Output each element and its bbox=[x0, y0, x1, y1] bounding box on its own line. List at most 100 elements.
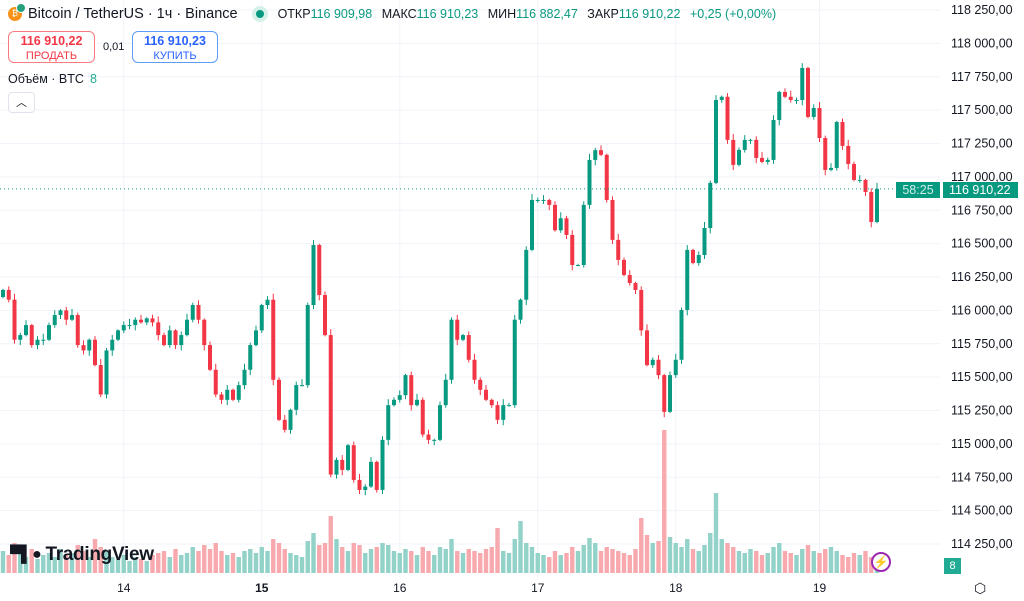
candle-body bbox=[817, 107, 822, 139]
symbol-header[interactable]: ₿ Bitcoin / TetherUS · 1ч · Binance ОТКР… bbox=[8, 3, 782, 22]
price-axis[interactable]: 118 250,00 118 000,00 117 750,00 117 500,00… bbox=[951, 3, 1013, 551]
candle-body bbox=[208, 345, 212, 370]
candle-body bbox=[593, 150, 598, 160]
volume-bar bbox=[593, 543, 598, 573]
candle-body bbox=[98, 365, 103, 395]
volume-bar bbox=[575, 551, 581, 573]
candle-body bbox=[748, 139, 753, 141]
volume-bar bbox=[317, 545, 322, 573]
candle-body bbox=[300, 385, 304, 387]
candle-body bbox=[173, 330, 178, 346]
buy-button[interactable]: 116 910,23 КУПИТЬ bbox=[132, 31, 218, 63]
sell-button[interactable]: 116 910,22 ПРОДАТЬ bbox=[8, 31, 95, 63]
volume-bar bbox=[104, 551, 109, 573]
volume-bar bbox=[340, 547, 345, 573]
symbol-title[interactable]: Bitcoin / TetherUS · 1ч · Binance bbox=[28, 6, 238, 22]
candle-body bbox=[581, 204, 586, 265]
volume-bar bbox=[633, 549, 638, 573]
lightning-icon[interactable]: ⚡ bbox=[871, 552, 891, 572]
volume-bar bbox=[397, 553, 402, 573]
low-label: МИН bbox=[487, 7, 517, 21]
candle-body bbox=[420, 399, 425, 435]
candle-body bbox=[363, 486, 368, 490]
candle-body bbox=[432, 439, 437, 441]
bitcoin-icon: ₿ bbox=[8, 3, 26, 21]
candle-body bbox=[800, 67, 805, 100]
candle-body bbox=[794, 99, 799, 101]
volume-bar bbox=[800, 549, 805, 573]
candle-body bbox=[875, 188, 879, 222]
volume-bar bbox=[23, 557, 29, 573]
time-tick-label: 16 bbox=[393, 581, 407, 595]
close-label: ЗАКР bbox=[587, 7, 619, 21]
chevron-up-icon: ︿ bbox=[16, 97, 27, 109]
volume-bar bbox=[713, 493, 719, 573]
volume-bar bbox=[817, 553, 822, 573]
candle-body bbox=[840, 122, 845, 146]
candle-body bbox=[737, 149, 741, 165]
candle-body bbox=[340, 459, 345, 470]
time-axis[interactable]: 14 15 16 17 18 19 bbox=[117, 581, 826, 595]
candle-body bbox=[81, 345, 86, 351]
volume-bar bbox=[460, 553, 466, 573]
volume-bar bbox=[386, 545, 391, 573]
candle-body bbox=[127, 325, 132, 327]
settings-icon[interactable]: ⬡ bbox=[974, 580, 987, 596]
candle-body bbox=[265, 299, 270, 306]
candle-body bbox=[386, 405, 391, 440]
candle-body bbox=[783, 91, 787, 97]
change-value: +0,25 (+0,00%) bbox=[689, 7, 777, 21]
collapse-legend-button[interactable]: ︿ bbox=[8, 92, 35, 113]
market-status-icon[interactable] bbox=[251, 6, 268, 22]
volume-bar bbox=[472, 551, 477, 573]
volume-bar bbox=[81, 551, 86, 573]
candle-body bbox=[599, 150, 603, 155]
candle-body bbox=[857, 179, 862, 181]
candle-body bbox=[576, 264, 580, 266]
volume-bar bbox=[144, 561, 149, 573]
volume-bar bbox=[656, 541, 661, 573]
candle-body bbox=[489, 399, 494, 406]
candle-body bbox=[627, 274, 632, 284]
candle-body bbox=[323, 295, 327, 336]
price-tick-label: 114 500,00 bbox=[951, 504, 1013, 518]
volume-bar bbox=[777, 543, 782, 573]
candle-body bbox=[116, 330, 120, 340]
volume-legend[interactable]: Объём · BTC 8 bbox=[8, 72, 97, 86]
volume-bar bbox=[547, 557, 552, 573]
candle-body bbox=[455, 319, 460, 340]
volume-bar bbox=[857, 555, 862, 573]
tradingview-logo[interactable]: ▀▌● TradingView bbox=[10, 544, 154, 566]
candle-body bbox=[622, 259, 626, 275]
volume-bar bbox=[29, 549, 34, 573]
candle-body bbox=[742, 139, 747, 150]
price-tick-label: 116 250,00 bbox=[951, 270, 1013, 284]
candle-body bbox=[788, 96, 793, 100]
volume-bar bbox=[690, 549, 696, 573]
volume-bar bbox=[299, 557, 305, 573]
buy-label: КУПИТЬ bbox=[153, 50, 197, 62]
volume-bar bbox=[725, 543, 730, 573]
volume-bar bbox=[581, 545, 586, 573]
candle-body bbox=[806, 67, 810, 117]
price-tick-label: 115 250,00 bbox=[951, 404, 1013, 418]
volume-bar bbox=[236, 557, 241, 573]
price-tick-label: 114 750,00 bbox=[951, 470, 1013, 484]
volume-bar bbox=[483, 549, 489, 573]
volume-bar bbox=[58, 549, 63, 573]
candle-body bbox=[512, 319, 517, 406]
volume-bar bbox=[535, 553, 540, 573]
volume-bar bbox=[759, 555, 765, 573]
candle-body bbox=[271, 299, 276, 380]
candle-body bbox=[121, 325, 126, 331]
volume-bar bbox=[529, 547, 535, 573]
candle-body bbox=[236, 385, 241, 400]
candle-body bbox=[650, 359, 655, 366]
tradingview-logo-icon: ▀▌● bbox=[10, 546, 42, 563]
candle-body bbox=[530, 199, 534, 250]
volume-bar bbox=[18, 553, 23, 573]
candle-body bbox=[225, 389, 230, 400]
candle-body bbox=[863, 179, 868, 192]
volume-bar bbox=[495, 528, 500, 573]
